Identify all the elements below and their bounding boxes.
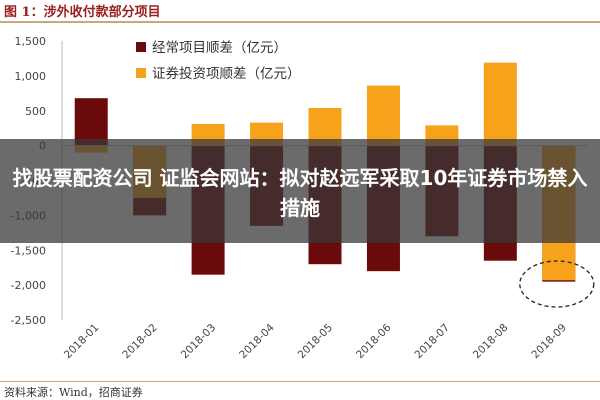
legend-label: 证券投资项顺差（亿元） [152,66,301,82]
header-rule [0,21,600,23]
figure-title: 图 1：涉外收付款部分项目 [4,5,161,20]
legend-label: 经常项目顺差（亿元） [152,40,287,56]
annotation [519,260,595,308]
x-tick-label: 2018-09 [529,322,569,362]
legend-swatch [136,68,146,78]
figure-header: 图 1：涉外收付款部分项目 [0,0,600,23]
headline-text: 找股票配资公司 证监会网站：拟对赵远军采取10年证券市场禁入措施 [12,166,588,220]
y-tick-label: 500 [25,105,46,118]
x-tick-label: 2018-02 [120,322,160,362]
bar-securities [366,85,400,146]
source-label: 资料来源：Wind，招商证券 [4,386,143,399]
x-tick-label: 2018-04 [237,321,277,361]
x-tick-label: 2018-01 [62,322,102,362]
y-tick-label: -2,500 [11,314,46,327]
y-tick-label: -1,500 [11,244,46,257]
x-tick-label: 2018-07 [413,322,453,362]
x-tick-label: 2018-08 [471,322,511,362]
headline-banner: 找股票配资公司 证监会网站：拟对赵远军采取10年证券市场禁入措施 [0,139,600,243]
y-tick-label: 1,500 [15,35,47,48]
legend: 经常项目顺差（亿元） 证券投资项顺差（亿元） [136,40,301,82]
y-tick-label: -2,000 [11,279,46,292]
x-tick-label: 2018-03 [179,322,219,362]
legend-swatch [136,42,146,52]
figure-footer: 资料来源：Wind，招商证券 [0,381,600,400]
x-tick-label: 2018-05 [296,322,336,362]
bar-securities [483,62,517,146]
y-tick-label: 1,000 [15,70,47,83]
x-tick-label: 2018-06 [354,321,394,361]
highlight-ellipse [519,260,595,308]
bar-current-account [74,98,108,146]
footer-rule [0,381,600,382]
